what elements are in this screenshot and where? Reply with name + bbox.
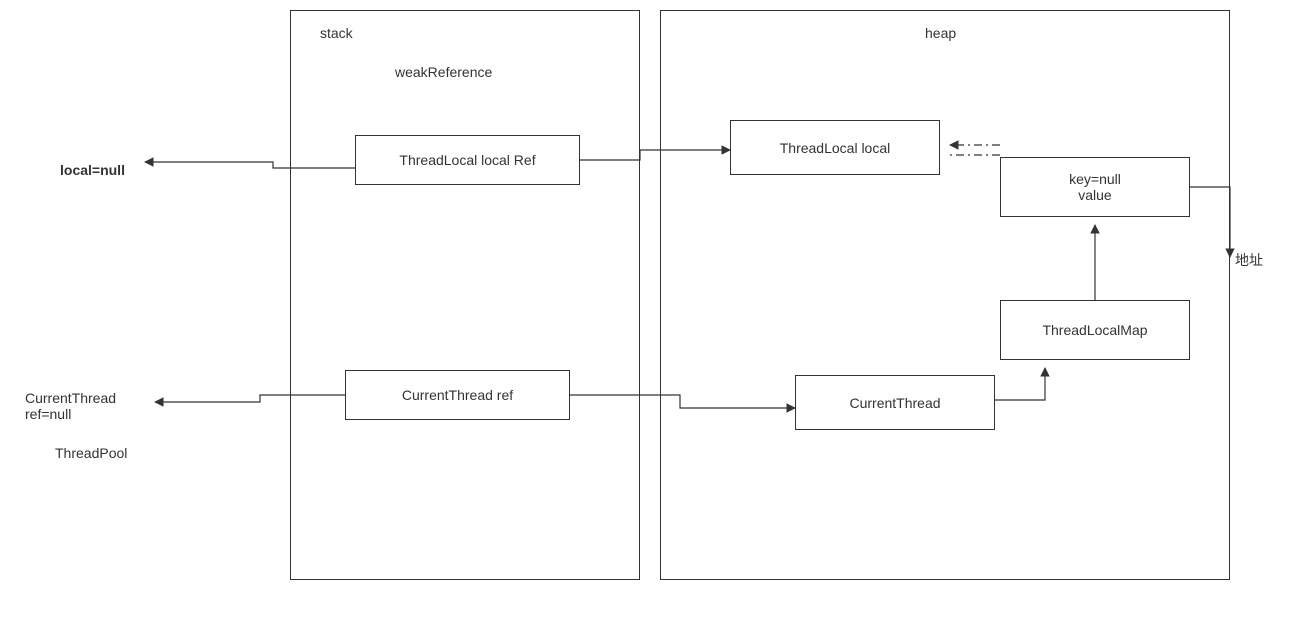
key-null-value-box: key=nullvalue: [1000, 157, 1190, 217]
threadlocal-ref-box: ThreadLocal local Ref: [355, 135, 580, 185]
threadlocal-local-box: ThreadLocal local: [730, 120, 940, 175]
address-label: 地址: [1235, 250, 1263, 270]
threadlocal-map-box: ThreadLocalMap: [1000, 300, 1190, 360]
current-thread-ref-null-label: CurrentThreadref=null: [25, 390, 116, 422]
stack-title: stack: [320, 25, 353, 41]
stack-container: [290, 10, 640, 580]
currentthread-box: CurrentThread: [795, 375, 995, 430]
local-null-label: local=null: [60, 162, 125, 178]
heap-container: [660, 10, 1230, 580]
thread-pool-label: ThreadPool: [55, 445, 127, 461]
heap-title: heap: [925, 25, 956, 41]
currentthread-ref-box: CurrentThread ref: [345, 370, 570, 420]
weak-reference-label: weakReference: [395, 64, 492, 80]
